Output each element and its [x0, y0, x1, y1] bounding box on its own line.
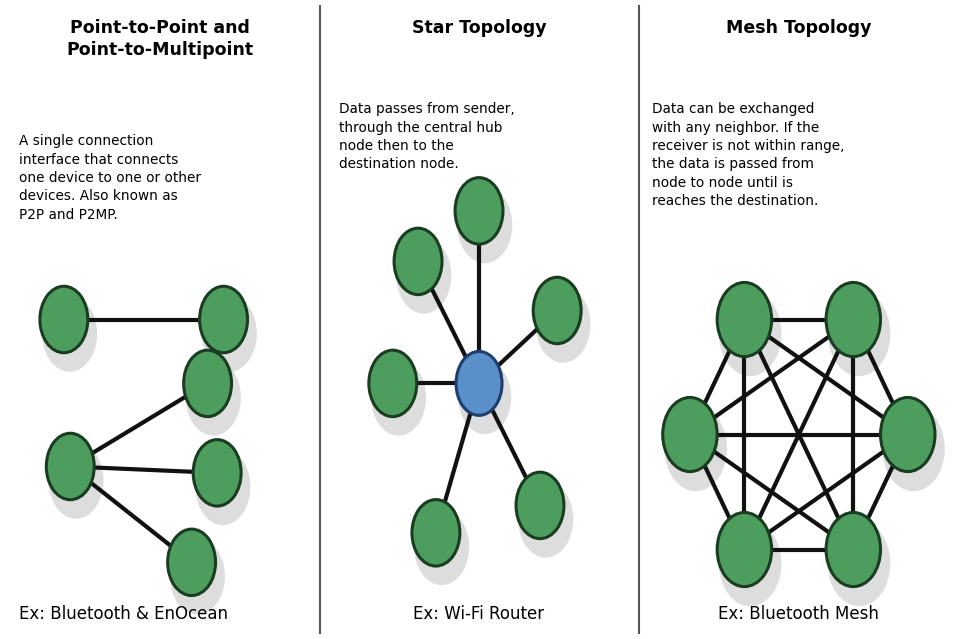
Ellipse shape	[719, 521, 782, 606]
Text: Mesh Topology: Mesh Topology	[726, 19, 872, 37]
Ellipse shape	[49, 442, 104, 519]
Ellipse shape	[201, 295, 257, 372]
Text: Data passes from sender,
through the central hub
node then to the
destination no: Data passes from sender, through the cen…	[339, 102, 514, 171]
Ellipse shape	[40, 286, 88, 353]
Ellipse shape	[828, 291, 890, 376]
Ellipse shape	[42, 295, 97, 372]
Text: Data can be exchanged
with any neighbor. If the
receiver is not within range,
th: Data can be exchanged with any neighbor.…	[651, 102, 844, 208]
Ellipse shape	[665, 406, 727, 491]
Text: A single connection
interface that connects
one device to one or other
devices. : A single connection interface that conne…	[19, 134, 201, 222]
Ellipse shape	[717, 282, 772, 357]
Ellipse shape	[826, 512, 880, 587]
Ellipse shape	[828, 521, 890, 606]
Ellipse shape	[533, 277, 581, 344]
Ellipse shape	[882, 406, 945, 491]
Ellipse shape	[183, 350, 231, 417]
Ellipse shape	[516, 472, 564, 539]
Text: Point-to-Point and
Point-to-Multipoint: Point-to-Point and Point-to-Multipoint	[66, 19, 253, 59]
Ellipse shape	[456, 351, 502, 415]
Ellipse shape	[518, 481, 573, 558]
Text: Ex: Wi-Fi Router: Ex: Wi-Fi Router	[413, 605, 545, 623]
Ellipse shape	[719, 291, 782, 376]
Ellipse shape	[826, 282, 880, 357]
Ellipse shape	[456, 178, 503, 244]
Ellipse shape	[394, 228, 442, 295]
Ellipse shape	[46, 433, 94, 500]
Ellipse shape	[168, 529, 216, 596]
Ellipse shape	[663, 397, 717, 472]
Ellipse shape	[457, 187, 512, 263]
Ellipse shape	[196, 449, 250, 525]
Ellipse shape	[458, 360, 511, 435]
Ellipse shape	[717, 512, 772, 587]
Ellipse shape	[396, 237, 452, 314]
Ellipse shape	[186, 359, 241, 436]
Ellipse shape	[880, 397, 935, 472]
Ellipse shape	[369, 350, 417, 417]
Text: Ex: Bluetooth & EnOcean: Ex: Bluetooth & EnOcean	[19, 605, 228, 623]
Text: Star Topology: Star Topology	[411, 19, 547, 37]
Ellipse shape	[412, 500, 460, 566]
Text: Ex: Bluetooth Mesh: Ex: Bluetooth Mesh	[718, 605, 879, 623]
Ellipse shape	[199, 286, 247, 353]
Ellipse shape	[535, 286, 591, 363]
Ellipse shape	[170, 538, 225, 615]
Ellipse shape	[193, 440, 241, 506]
Ellipse shape	[414, 509, 469, 585]
Ellipse shape	[371, 359, 426, 436]
